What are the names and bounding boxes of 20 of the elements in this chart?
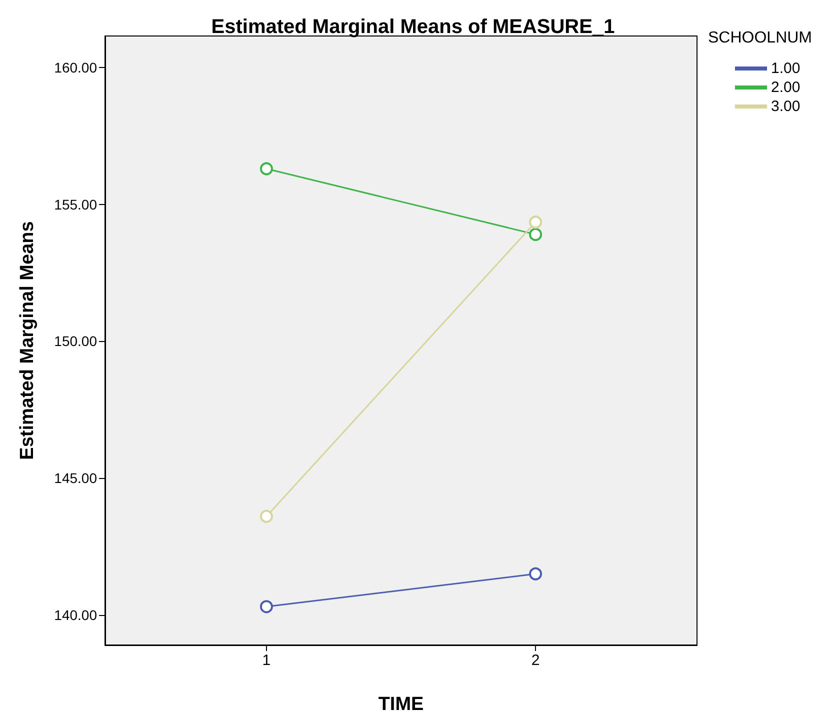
point (529, 567, 542, 580)
legend-label: 1.00 (771, 60, 800, 77)
y-tick-label: 150.00 (54, 333, 98, 350)
legend-title: SCHOOLNUM (708, 30, 812, 46)
y-tick-label: 155.00 (54, 196, 98, 212)
point (260, 600, 273, 614)
x-tick-label: 2 (531, 652, 540, 669)
x-tick-label: 1 (262, 652, 271, 669)
chart-title: Estimated Marginal Means of MEASURE_1 (211, 16, 615, 38)
point (529, 228, 542, 241)
y-tick-label: 140.00 (54, 606, 98, 623)
legend-label: 2.00 (771, 79, 800, 96)
point (260, 510, 273, 523)
x-axis-title: TIME (378, 694, 424, 715)
legend-label: 3.00 (771, 98, 800, 115)
y-tick-label: 160.00 (54, 59, 98, 76)
y-tick-label: 145.00 (54, 470, 98, 486)
y-axis-title: Estimated Marginal Means (17, 221, 38, 460)
point (529, 216, 542, 229)
point (260, 162, 273, 176)
